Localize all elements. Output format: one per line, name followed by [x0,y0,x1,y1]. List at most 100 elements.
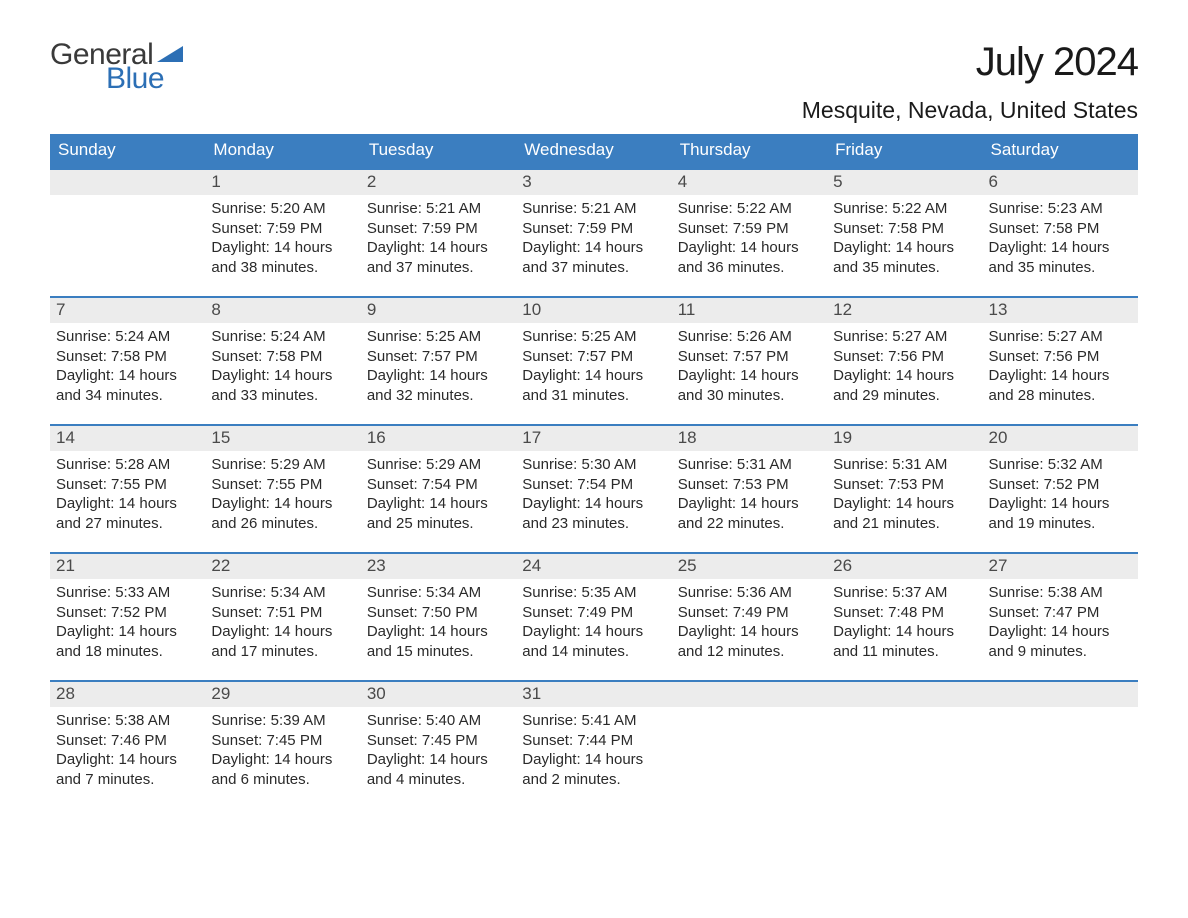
day-content: Sunrise: 5:34 AMSunset: 7:50 PMDaylight:… [361,579,516,667]
day-info-line: Daylight: 14 hours [211,366,354,386]
day-info-line: Daylight: 14 hours [522,750,665,770]
day-info-line: and 11 minutes. [833,642,976,662]
day-info-line: Daylight: 14 hours [678,494,821,514]
brand-logo: General Blue [50,40,183,94]
day-info-line: Sunset: 7:59 PM [367,219,510,239]
day-number: 19 [827,426,982,451]
day-content: Sunrise: 5:40 AMSunset: 7:45 PMDaylight:… [361,707,516,795]
day-number: 10 [516,298,671,323]
day-info-line: Sunrise: 5:29 AM [367,455,510,475]
day-info-line: Sunrise: 5:39 AM [211,711,354,731]
day-info-line: and 4 minutes. [367,770,510,790]
day-cell: 31Sunrise: 5:41 AMSunset: 7:44 PMDayligh… [516,682,671,798]
day-cell: 30Sunrise: 5:40 AMSunset: 7:45 PMDayligh… [361,682,516,798]
day-info-line: Sunset: 7:56 PM [989,347,1132,367]
day-info-line: Daylight: 14 hours [367,622,510,642]
day-number [672,682,827,707]
day-info-line: Sunrise: 5:29 AM [211,455,354,475]
day-info-line: Sunset: 7:56 PM [833,347,976,367]
day-number: 23 [361,554,516,579]
day-info-line: and 32 minutes. [367,386,510,406]
day-number [983,682,1138,707]
day-cell [50,170,205,286]
day-info-line: and 21 minutes. [833,514,976,534]
day-content: Sunrise: 5:22 AMSunset: 7:59 PMDaylight:… [672,195,827,283]
day-content: Sunrise: 5:20 AMSunset: 7:59 PMDaylight:… [205,195,360,283]
weekday-header-cell: Saturday [983,134,1138,168]
day-cell: 21Sunrise: 5:33 AMSunset: 7:52 PMDayligh… [50,554,205,670]
day-info-line: Daylight: 14 hours [989,238,1132,258]
day-number: 2 [361,170,516,195]
day-cell: 17Sunrise: 5:30 AMSunset: 7:54 PMDayligh… [516,426,671,542]
day-info-line: Sunset: 7:58 PM [56,347,199,367]
day-content: Sunrise: 5:28 AMSunset: 7:55 PMDaylight:… [50,451,205,539]
weekday-header-cell: Monday [205,134,360,168]
day-cell: 19Sunrise: 5:31 AMSunset: 7:53 PMDayligh… [827,426,982,542]
day-info-line: Daylight: 14 hours [56,494,199,514]
day-info-line: and 18 minutes. [56,642,199,662]
day-info-line: Daylight: 14 hours [367,366,510,386]
day-info-line: Sunrise: 5:35 AM [522,583,665,603]
day-info-line: Sunset: 7:49 PM [678,603,821,623]
day-number: 31 [516,682,671,707]
day-info-line: Sunset: 7:52 PM [989,475,1132,495]
day-content: Sunrise: 5:36 AMSunset: 7:49 PMDaylight:… [672,579,827,667]
day-number: 22 [205,554,360,579]
day-info-line: Sunset: 7:55 PM [211,475,354,495]
day-info-line: Sunrise: 5:22 AM [833,199,976,219]
day-info-line: Sunrise: 5:31 AM [833,455,976,475]
day-info-line: Sunset: 7:47 PM [989,603,1132,623]
day-info-line: Sunrise: 5:30 AM [522,455,665,475]
day-cell [672,682,827,798]
day-info-line: Daylight: 14 hours [56,622,199,642]
week-row: 1Sunrise: 5:20 AMSunset: 7:59 PMDaylight… [50,168,1138,286]
day-info-line: Sunset: 7:53 PM [833,475,976,495]
page-header: General Blue July 2024 Mesquite, Nevada,… [50,40,1138,124]
day-number [827,682,982,707]
day-info-line: Daylight: 14 hours [211,494,354,514]
day-info-line: and 25 minutes. [367,514,510,534]
day-content: Sunrise: 5:35 AMSunset: 7:49 PMDaylight:… [516,579,671,667]
day-info-line: Sunrise: 5:27 AM [989,327,1132,347]
day-content: Sunrise: 5:31 AMSunset: 7:53 PMDaylight:… [827,451,982,539]
day-content: Sunrise: 5:32 AMSunset: 7:52 PMDaylight:… [983,451,1138,539]
week-row: 28Sunrise: 5:38 AMSunset: 7:46 PMDayligh… [50,680,1138,798]
day-number: 18 [672,426,827,451]
day-cell: 3Sunrise: 5:21 AMSunset: 7:59 PMDaylight… [516,170,671,286]
day-content: Sunrise: 5:41 AMSunset: 7:44 PMDaylight:… [516,707,671,795]
day-info-line: Sunrise: 5:38 AM [56,711,199,731]
day-content: Sunrise: 5:34 AMSunset: 7:51 PMDaylight:… [205,579,360,667]
title-block: July 2024 Mesquite, Nevada, United State… [802,40,1138,124]
day-info-line: Sunrise: 5:32 AM [989,455,1132,475]
day-number: 21 [50,554,205,579]
day-number: 11 [672,298,827,323]
weekday-header-cell: Tuesday [361,134,516,168]
day-info-line: Sunrise: 5:36 AM [678,583,821,603]
week-row: 14Sunrise: 5:28 AMSunset: 7:55 PMDayligh… [50,424,1138,542]
day-info-line: and 22 minutes. [678,514,821,534]
day-content: Sunrise: 5:33 AMSunset: 7:52 PMDaylight:… [50,579,205,667]
day-info-line: Daylight: 14 hours [833,366,976,386]
day-info-line: Sunset: 7:54 PM [367,475,510,495]
day-info-line: Sunrise: 5:37 AM [833,583,976,603]
day-number: 4 [672,170,827,195]
day-cell: 25Sunrise: 5:36 AMSunset: 7:49 PMDayligh… [672,554,827,670]
weekday-header-cell: Friday [827,134,982,168]
day-info-line: and 31 minutes. [522,386,665,406]
day-info-line: and 35 minutes. [989,258,1132,278]
day-cell: 16Sunrise: 5:29 AMSunset: 7:54 PMDayligh… [361,426,516,542]
day-cell: 29Sunrise: 5:39 AMSunset: 7:45 PMDayligh… [205,682,360,798]
day-info-line: Daylight: 14 hours [56,750,199,770]
week-row: 21Sunrise: 5:33 AMSunset: 7:52 PMDayligh… [50,552,1138,670]
day-info-line: Sunrise: 5:26 AM [678,327,821,347]
day-info-line: and 27 minutes. [56,514,199,534]
day-cell: 8Sunrise: 5:24 AMSunset: 7:58 PMDaylight… [205,298,360,414]
day-info-line: Sunrise: 5:38 AM [989,583,1132,603]
day-info-line: Sunset: 7:48 PM [833,603,976,623]
day-info-line: Daylight: 14 hours [522,622,665,642]
day-info-line: Daylight: 14 hours [989,622,1132,642]
weekday-header-cell: Thursday [672,134,827,168]
day-info-line: Sunset: 7:53 PM [678,475,821,495]
day-number: 9 [361,298,516,323]
day-info-line: Sunrise: 5:25 AM [522,327,665,347]
